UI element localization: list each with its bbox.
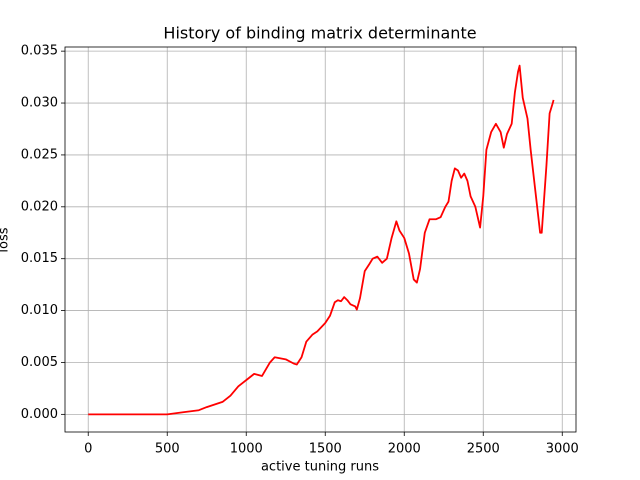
y-axis-label: loss: [0, 227, 12, 252]
y-tick-label: 0.000: [21, 407, 58, 422]
plot-frame: [64, 46, 577, 433]
x-tick-label: 2000: [388, 442, 421, 457]
x-tick-label: 0: [84, 442, 92, 457]
x-tick-label: 3000: [546, 442, 579, 457]
x-tick-label: 1500: [309, 442, 342, 457]
y-tick-label: 0.035: [21, 44, 58, 59]
y-tick-label: 0.020: [21, 199, 58, 214]
y-tick-label: 0.015: [21, 251, 58, 266]
y-tick-label: 0.025: [21, 147, 58, 162]
chart-title: History of binding matrix determinante: [163, 24, 476, 43]
x-tick-label: 500: [155, 442, 180, 457]
y-tick-label: 0.030: [21, 96, 58, 111]
x-axis-label: active tuning runs: [261, 460, 379, 475]
x-tick-label: 2500: [467, 442, 500, 457]
y-tick-label: 0.010: [21, 303, 58, 318]
y-tick-label: 0.005: [21, 355, 58, 370]
x-tick-label: 1000: [230, 442, 263, 457]
data-line: [88, 64, 555, 416]
